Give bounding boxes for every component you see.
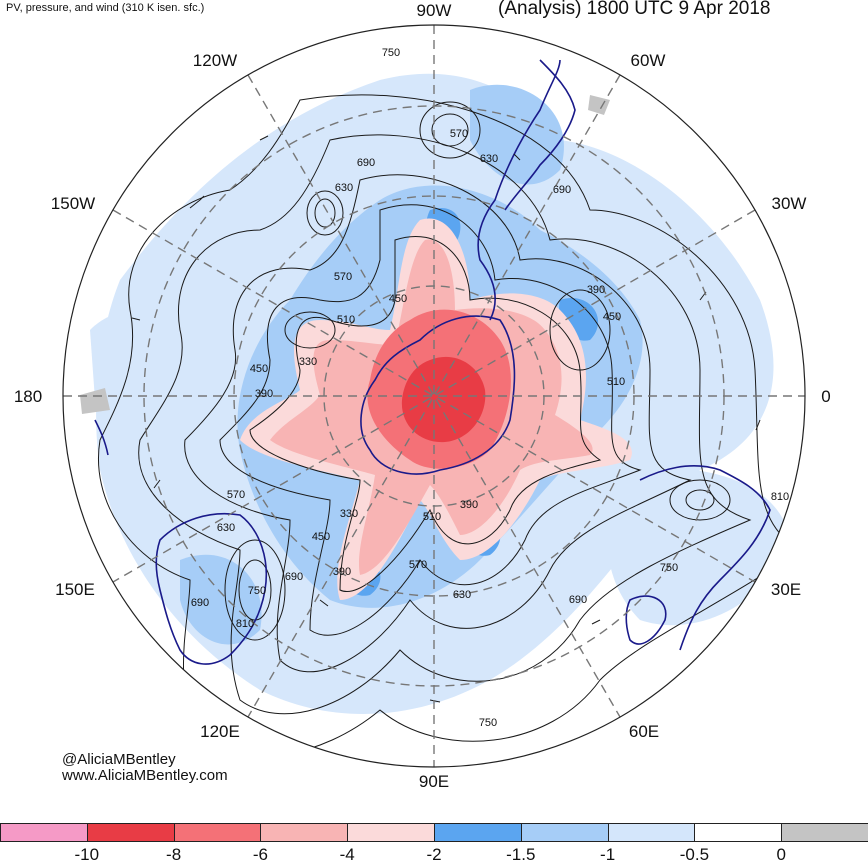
lon-label-150e: 150E (55, 580, 95, 599)
colorbar-bin (607, 823, 696, 842)
colorbar-bin (694, 823, 783, 842)
contour-label: 750 (479, 717, 497, 729)
contour-label: 750 (248, 585, 266, 597)
lon-label-150w: 150W (50, 194, 96, 213)
colorbar: -10 -8 -6 -4 -2 -1.5 -1 -0.5 0 (0, 823, 868, 865)
contour-labels: 750 570 690 630 690 630 570 450 510 330 … (191, 47, 789, 729)
contour-label: 690 (569, 594, 587, 606)
contour-label: 810 (236, 618, 254, 630)
contour-label: 570 (409, 559, 427, 571)
contour-label: 450 (312, 531, 330, 543)
lon-label-90e: 90E (418, 772, 450, 791)
contour-label: 330 (299, 356, 317, 368)
colorbar-tick-label: -0.5 (679, 845, 710, 864)
colorbar-bin (0, 823, 88, 842)
colorbar-tick-label: -1.5 (506, 845, 536, 864)
lon-label-120e: 120E (200, 722, 240, 741)
contour-label: 570 (227, 489, 245, 501)
colorbar-bin (173, 823, 262, 842)
contour-label: 450 (250, 363, 268, 375)
contour-label: 690 (357, 157, 375, 169)
contour-label: 510 (423, 511, 441, 523)
contour-label: 750 (382, 47, 400, 59)
lat-lon-grid (63, 25, 805, 767)
lon-label-60e: 60E (628, 722, 660, 741)
colorbar-bin (520, 823, 609, 842)
lon-label-30e: 30E (770, 580, 802, 599)
lon-label-120w: 120W (192, 51, 238, 70)
contour-label: 810 (771, 491, 789, 503)
colorbar-bin (434, 823, 522, 842)
contour-label: 450 (389, 293, 407, 305)
contour-label: 690 (285, 571, 303, 583)
contour-label: 630 (480, 153, 498, 165)
contour-label: 450 (603, 311, 621, 323)
coastlines (94, 59, 771, 665)
colorbar-bin (260, 823, 349, 842)
colorbar-tick-label: -10 (74, 845, 100, 864)
lon-label-60w: 60W (630, 51, 666, 70)
credit-handle: @AliciaMBentley (62, 751, 176, 768)
contour-label: 630 (335, 182, 353, 194)
polar-map: 750 570 690 630 690 630 570 450 510 330 … (62, 24, 806, 768)
lon-label-180: 180 (13, 387, 43, 406)
contour-label: 630 (217, 522, 235, 534)
contour-label: 630 (453, 589, 471, 601)
contour-label: 510 (337, 314, 355, 326)
pressure-contours (98, 94, 801, 758)
terrain-grey (80, 95, 610, 414)
contour-label: 390 (587, 284, 605, 296)
credit-url: www.AliciaMBentley.com (62, 767, 228, 784)
map-title: PV, pressure, and wind (310 K isen. sfc.… (6, 2, 205, 14)
colorbar-tick-label: -2 (426, 845, 442, 864)
contour-label: 330 (340, 508, 358, 520)
colorbar-bin (347, 823, 435, 842)
contour-label: 690 (191, 597, 209, 609)
colorbar-bin (781, 823, 868, 842)
colorbar-tick-label: -6 (252, 845, 268, 864)
colorbar-tick-label: -1 (600, 845, 616, 864)
contour-label: 690 (553, 184, 571, 196)
contour-label: 570 (334, 271, 352, 283)
map-border (62, 24, 806, 768)
contour-label: 390 (460, 499, 478, 511)
colorbar-tick-label: -4 (339, 845, 355, 864)
contour-label: 390 (333, 566, 351, 578)
lon-label-30w: 30W (771, 194, 807, 213)
contour-label: 570 (450, 128, 468, 140)
lon-label-0: 0 (821, 387, 831, 406)
colorbar-bin (86, 823, 175, 842)
contour-label: 390 (255, 388, 273, 400)
contour-label: 750 (660, 562, 678, 574)
colorbar-tick-label: 0 (776, 845, 786, 864)
lon-label-90w: 90W (416, 1, 452, 20)
colorbar-tick-label: -8 (166, 845, 182, 864)
contour-label: 510 (607, 376, 625, 388)
analysis-time: (Analysis) 1800 UTC 9 Apr 2018 (498, 0, 771, 19)
